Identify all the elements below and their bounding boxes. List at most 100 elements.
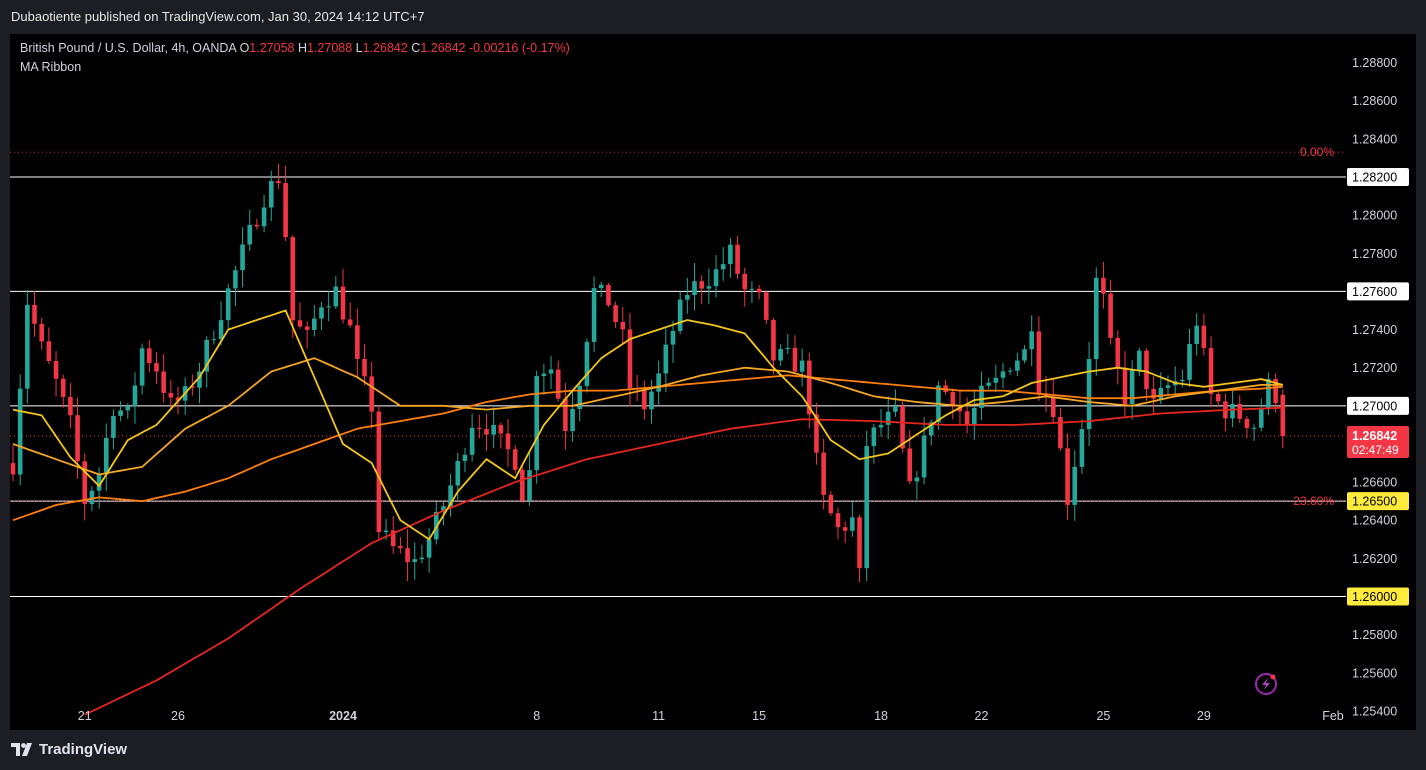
candlesticks <box>10 163 1286 582</box>
lightning-icon[interactable] <box>1255 673 1277 695</box>
candle-body <box>606 284 611 306</box>
candle-body <box>1165 385 1171 388</box>
candle-body <box>871 427 877 447</box>
candle-body <box>821 452 826 495</box>
publish-header: Dubaotiente published on TradingView.com… <box>0 0 1426 34</box>
price-tick-label: 1.26200 <box>1352 552 1397 566</box>
candle-body <box>670 330 676 345</box>
price-tick-label: 1.25400 <box>1352 704 1397 718</box>
candle-body <box>1251 427 1257 429</box>
level-price-label-bg <box>1347 587 1409 606</box>
candle-body <box>735 244 740 274</box>
candle-body <box>807 360 812 415</box>
candle-body <box>240 244 245 271</box>
candle-body <box>771 319 776 361</box>
candle-body <box>1101 277 1106 294</box>
candle-body <box>972 408 977 425</box>
candle-body <box>154 363 159 372</box>
candle-body <box>355 325 360 359</box>
candle-body <box>491 424 496 435</box>
candle-body <box>448 485 453 507</box>
candle-body <box>713 269 719 287</box>
candle-body <box>1086 359 1092 430</box>
candle-body <box>111 415 116 438</box>
candle-body <box>168 392 174 398</box>
tradingview-logo-icon <box>11 742 32 756</box>
candle-body <box>283 183 288 238</box>
candle-body <box>1108 293 1113 338</box>
candle-body <box>763 292 769 320</box>
candle-body <box>1180 379 1185 382</box>
close-label: C <box>411 41 421 55</box>
candle-body <box>60 378 66 397</box>
candle-body <box>520 469 525 501</box>
candle-body <box>276 181 281 184</box>
candle-body <box>1280 394 1286 436</box>
candle-body <box>383 530 389 533</box>
candle-body <box>340 286 346 320</box>
candle-body <box>75 415 80 462</box>
candle-body <box>247 224 253 245</box>
open-value: 1.27058 <box>249 41 295 55</box>
price-tick-label: 1.28800 <box>1352 56 1397 70</box>
candle-body <box>893 406 898 412</box>
candle-body <box>1208 348 1214 395</box>
ma-slow1-line <box>12 374 1283 522</box>
candle-body <box>699 281 704 289</box>
ohlc-line: British Pound / U.S. Dollar, 4h, OANDA O… <box>20 39 570 58</box>
candle-body <box>125 406 131 411</box>
candle-body <box>505 433 511 450</box>
candle-body <box>627 329 633 389</box>
price-chart[interactable]: 0.00% 23.60% 1.28800 1.28600 1.28400 1.28200… <box>10 34 1416 730</box>
time-tick-label: Feb <box>1322 709 1344 723</box>
candle-body <box>1201 325 1207 349</box>
price-tick-label: 1.26500 <box>1352 495 1397 509</box>
candle-body <box>555 369 561 399</box>
candle-body <box>584 341 590 386</box>
candle-body <box>412 559 418 563</box>
candle-body <box>82 461 88 505</box>
candle-body <box>864 446 869 569</box>
candle-body <box>419 557 425 560</box>
candle-body <box>398 546 403 549</box>
candle-body <box>785 347 791 350</box>
candle-body <box>1230 403 1235 419</box>
candle-body <box>720 264 726 270</box>
candle-body <box>190 386 195 388</box>
candle-body <box>304 326 310 330</box>
candle-body <box>728 244 733 265</box>
candle-body <box>835 513 841 528</box>
candle-body <box>1237 403 1243 419</box>
candle-body <box>225 288 231 321</box>
candle-body <box>405 548 410 563</box>
indicator-label[interactable]: MA Ribbon <box>20 60 82 74</box>
level-price-label-bg <box>1347 168 1409 187</box>
candle-body <box>828 494 834 514</box>
candle-body <box>792 347 798 372</box>
candle-body <box>312 318 317 330</box>
candle-body <box>477 427 482 430</box>
brand[interactable]: TradingView <box>11 741 127 758</box>
candle-body <box>1036 331 1042 394</box>
close-value: 1.26842 <box>420 41 466 55</box>
candle-body <box>692 281 697 296</box>
symbol-label[interactable]: British Pound / U.S. Dollar, 4h, OANDA <box>20 41 237 55</box>
time-tick-label: 29 <box>1197 709 1211 723</box>
candle-body <box>649 391 654 410</box>
candle-body <box>1194 325 1199 344</box>
price-tick-label: 1.27000 <box>1352 399 1397 413</box>
chart-panel[interactable]: 0.00% 23.60% 1.28800 1.28600 1.28400 1.28200… <box>10 34 1416 730</box>
horizontal-levels: 0.00% 23.60% <box>10 145 1346 598</box>
candle-body <box>1266 378 1271 409</box>
candle-body <box>326 306 331 308</box>
time-tick-label: 11 <box>652 709 665 723</box>
candle-body <box>39 323 44 342</box>
time-tick-label: 25 <box>1096 709 1110 723</box>
candle-body <box>441 506 446 512</box>
candle-body <box>756 288 762 293</box>
last-price-label: 1.26842 <box>1352 429 1397 443</box>
candle-body <box>1187 343 1192 380</box>
candle-body <box>376 411 382 533</box>
fib-label: 0.00% <box>1300 145 1334 159</box>
time-tick-label: 26 <box>171 709 185 723</box>
